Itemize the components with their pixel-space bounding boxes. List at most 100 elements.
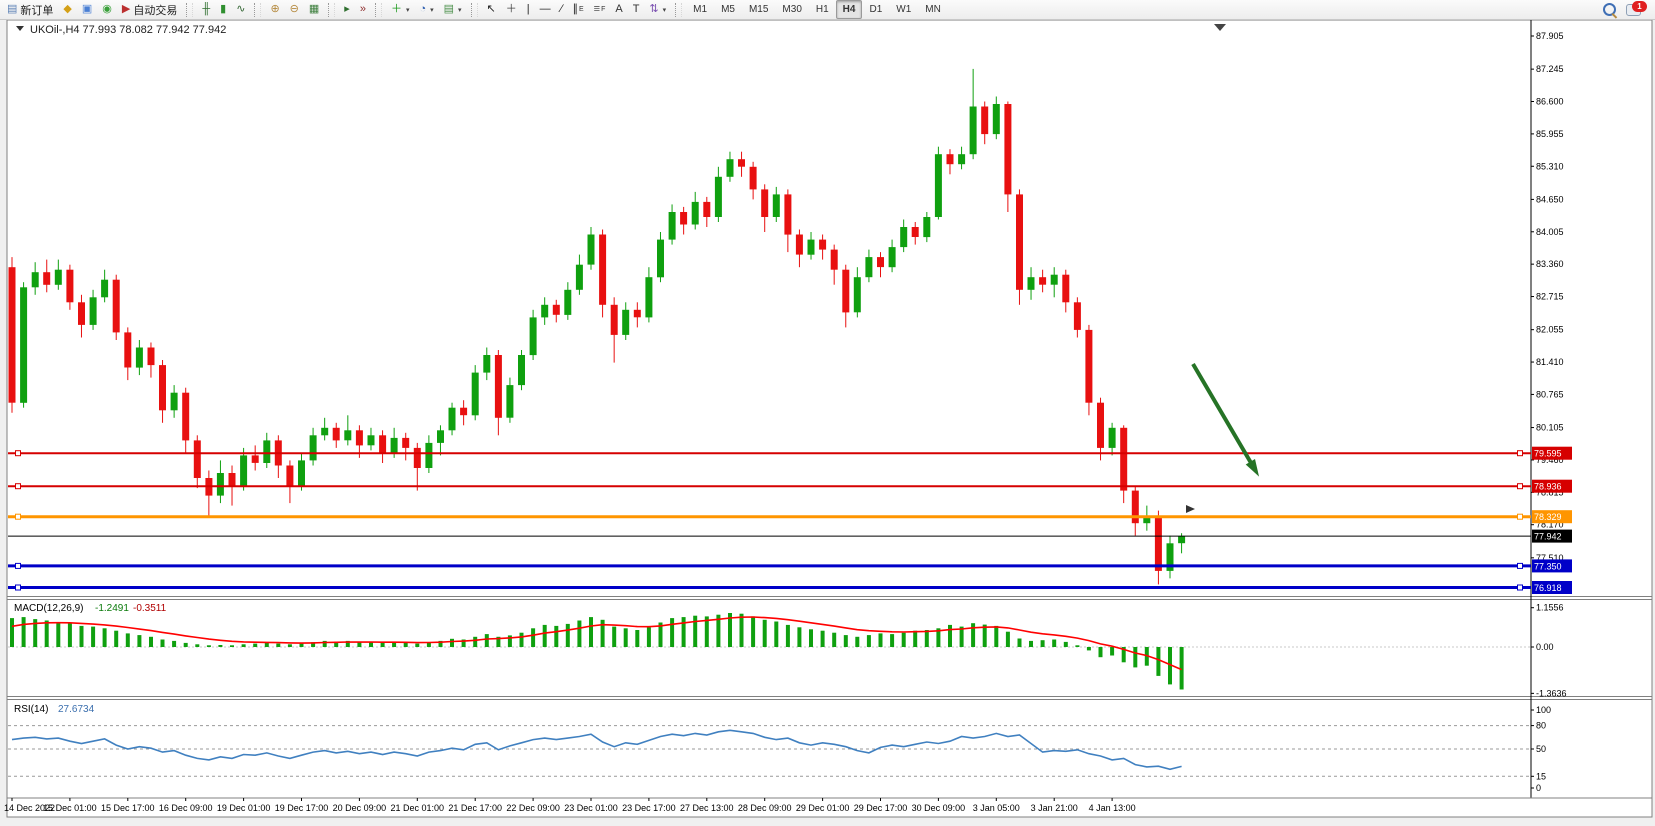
notifications-icon[interactable]: 1 <box>1626 0 1647 16</box>
rsi-value: 27.6734 <box>58 704 95 715</box>
timeframe-H1[interactable]: H1 <box>815 4 829 15</box>
line-handle[interactable] <box>1517 513 1523 520</box>
auto-scroll-button[interactable]: ▸ <box>339 0 355 20</box>
time-tick-label: 21 Dec 01:00 <box>391 803 445 813</box>
trendline-button[interactable]: ∕ <box>556 0 568 20</box>
macd-axis-label: 0.00 <box>1536 642 1554 652</box>
line-handle[interactable] <box>1517 483 1523 490</box>
rsi-axis-label: 50 <box>1536 744 1546 754</box>
line-handle[interactable] <box>1517 450 1523 457</box>
toolbar-separator <box>470 2 478 17</box>
chart-shift-button[interactable]: » <box>355 0 371 20</box>
trend-arrow-head <box>1245 459 1260 477</box>
tile-windows-icon: ▦ <box>308 3 320 15</box>
time-tick-label: 29 Dec 01:00 <box>796 803 850 813</box>
new-order-button[interactable]: ▤ 新订单 <box>2 0 58 20</box>
autotrading-button[interactable]: ▶ 自动交易 <box>117 0 182 20</box>
cursor-button[interactable]: ↖ <box>482 0 501 20</box>
chart-shift-marker[interactable] <box>1214 24 1226 31</box>
timeframe-H4[interactable]: H4 <box>835 0 863 19</box>
price-tag <box>1532 479 1572 493</box>
rsi-axis-label: 15 <box>1536 771 1546 781</box>
timeframe-M1[interactable]: M1 <box>693 4 708 15</box>
line-handle[interactable] <box>1517 584 1523 591</box>
text-button[interactable]: A <box>610 0 627 20</box>
rsi-line <box>11 729 1182 771</box>
toolbar-separator <box>328 2 336 17</box>
time-tick-label: 15 Dec 01:00 <box>43 803 97 813</box>
trend-arrow[interactable] <box>1191 362 1256 470</box>
price-tag <box>1532 559 1572 573</box>
line-handle[interactable] <box>1517 562 1523 569</box>
time-tick-label: 22 Dec 09:00 <box>506 803 560 813</box>
time-tick-label: 30 Dec 09:00 <box>912 803 966 813</box>
horizontal-lines: 79.595 78.936 78.329 77.942 77.350 76.918 <box>8 446 1572 594</box>
zoom-in-button[interactable]: ⊕ <box>265 0 284 20</box>
rsi-label: RSI(14) <box>14 704 48 715</box>
timeframe-M30[interactable]: M30 <box>782 4 802 15</box>
periods-button[interactable]: ◔ ▾ <box>414 0 438 20</box>
timeframe-M5[interactable]: M5 <box>721 4 735 15</box>
arrows-icon: ⇅ <box>649 3 659 15</box>
vertical-line-button[interactable]: | <box>522 0 535 20</box>
add-indicator-button[interactable]: ＋ ▾ <box>386 0 415 20</box>
macd-pane: 1.1556 0.00 -1.3636 MACD(12,26,9) -1.2491 -0.… <box>8 603 1567 698</box>
bar-chart-button[interactable]: ╫ <box>197 0 215 20</box>
crosshair-button[interactable]: ＋ <box>501 0 522 20</box>
text-label-icon: T <box>632 3 640 15</box>
terminal-button[interactable]: ▣ <box>77 0 97 20</box>
price-marker-icon <box>1186 505 1195 513</box>
text-label-button[interactable]: T <box>628 0 645 20</box>
chart-title: UKOil-,H4 77.993 78.082 77.942 77.942 <box>30 24 226 36</box>
line-handle[interactable] <box>15 584 21 591</box>
rsi-axis-label: 0 <box>1536 783 1541 793</box>
chart-menu-icon[interactable] <box>16 26 24 31</box>
price-tag-label: 76.918 <box>1534 583 1562 593</box>
timeframe-W1[interactable]: W1 <box>896 4 912 15</box>
candles <box>8 68 1186 585</box>
price-tick-label: 86.600 <box>1536 97 1564 107</box>
equidistant-channel-icon: ∥ <box>572 3 578 15</box>
candlestick-icon: ▮ <box>220 3 227 15</box>
equidistant-channel-icon-sub: E <box>578 6 584 13</box>
price-tag-label: 77.942 <box>1534 532 1562 542</box>
horizontal-line-button[interactable]: — <box>535 0 556 20</box>
candlestick-chart-button[interactable]: ▮ <box>215 0 231 20</box>
line-handle[interactable] <box>15 513 21 520</box>
arrows-button[interactable]: ⇅ ▾ <box>644 0 671 20</box>
autotrading-icon: ▶ <box>121 3 131 15</box>
price-tag <box>1532 581 1572 594</box>
templates-button[interactable]: ▤ ▾ <box>439 0 467 20</box>
price-tick-label: 82.055 <box>1536 325 1564 335</box>
line-chart-button[interactable]: ∿ <box>231 0 250 20</box>
macd-value: -1.2491 <box>95 603 129 614</box>
price-tag <box>1532 529 1572 543</box>
line-handle[interactable] <box>15 483 21 490</box>
timeframe-M15[interactable]: M15 <box>748 4 769 15</box>
price-tick-label: 85.310 <box>1536 161 1564 171</box>
line-handle[interactable] <box>15 562 21 569</box>
search-icon[interactable] <box>1603 3 1616 16</box>
zoom-out-button[interactable]: ⊖ <box>285 0 304 20</box>
fibonacci-icon-sub: F <box>601 6 606 13</box>
price-tag-label: 78.936 <box>1534 482 1562 492</box>
price-tick-label: 82.715 <box>1536 292 1564 302</box>
chevron-down-icon: ▾ <box>458 6 462 14</box>
price-tick-label: 78.170 <box>1536 520 1564 530</box>
rsi-axis-label: 80 <box>1536 721 1546 731</box>
timeframe-MN[interactable]: MN <box>925 4 941 15</box>
tile-windows-button[interactable]: ▦ <box>304 0 324 20</box>
chevron-down-icon: ▾ <box>662 6 667 14</box>
depth-of-market-button[interactable]: ◆ <box>58 0 76 20</box>
line-handle[interactable] <box>15 450 21 457</box>
equidistant-channel-button[interactable]: ∥ E <box>567 0 588 20</box>
price-tick-label: 84.005 <box>1536 227 1564 237</box>
timeframe-D1[interactable]: D1 <box>869 4 883 15</box>
fibonacci-button[interactable]: ≡ F <box>589 0 611 20</box>
depth-of-market-icon: ◆ <box>63 3 72 15</box>
signals-button[interactable]: ◉ <box>97 0 117 20</box>
periods-clock-icon: ◔ <box>419 3 427 15</box>
price-tag <box>1532 510 1572 524</box>
